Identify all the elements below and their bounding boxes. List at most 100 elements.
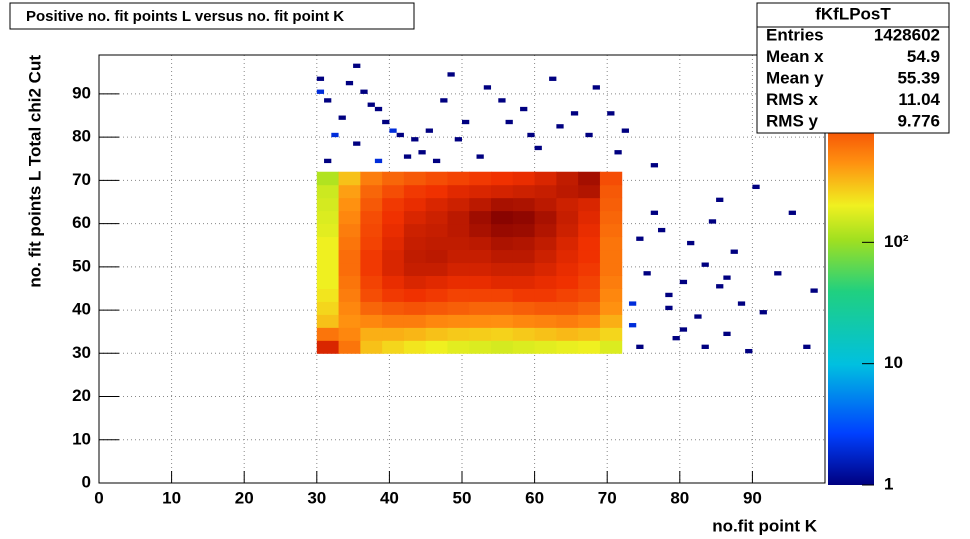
sparse-cell <box>411 137 419 142</box>
heatmap-cell <box>491 171 514 186</box>
heatmap-cell <box>425 236 448 251</box>
sparse-cell <box>432 158 441 164</box>
heatmap-cell <box>360 314 383 328</box>
stats-title: fKfLPosT <box>815 4 891 23</box>
heatmap-cell <box>491 275 514 289</box>
heatmap-cell <box>447 249 470 264</box>
heatmap-cell <box>578 236 601 251</box>
heatmap-cell <box>382 236 405 251</box>
heatmap-cell <box>534 184 557 199</box>
heatmap-cell <box>447 210 470 225</box>
heatmap-cell <box>338 340 361 354</box>
sparse-cell <box>665 305 673 311</box>
heatmap-cell <box>447 197 470 212</box>
heatmap-cell <box>360 340 383 354</box>
heatmap-cell <box>425 197 448 212</box>
heatmap-cell <box>578 197 601 212</box>
sparse-cell <box>483 85 492 90</box>
heatmap-cell <box>491 197 514 212</box>
heatmap-cell <box>382 275 405 289</box>
sparse-cell <box>788 210 796 215</box>
heatmap-cell <box>316 327 340 341</box>
sparse-cell <box>316 76 325 81</box>
heatmap-cell <box>578 223 601 238</box>
y-tick-label: 90 <box>72 83 91 102</box>
heatmap-cell <box>403 288 427 302</box>
heatmap-cell <box>578 301 601 315</box>
sparse-cell <box>723 331 731 337</box>
heatmap-cell <box>316 340 340 354</box>
heatmap-cell <box>534 288 557 302</box>
heatmap-cell <box>360 171 383 186</box>
heatmap-cell <box>403 171 427 186</box>
heatmap-cell <box>316 288 340 302</box>
x-tick-label: 50 <box>453 488 472 507</box>
sparse-cell <box>360 89 368 94</box>
heatmap-cell <box>403 223 427 238</box>
x-axis-label: no.fit point K <box>712 516 818 535</box>
heatmap-cell <box>316 249 340 264</box>
heatmap-cell <box>316 301 340 315</box>
sparse-cell <box>353 63 361 68</box>
heatmap-cell <box>556 275 579 289</box>
heatmap-cell <box>382 184 405 199</box>
heatmap-cell <box>512 171 536 186</box>
heatmap-cell <box>382 340 405 354</box>
heatmap-cell <box>447 184 470 199</box>
heatmap-cell <box>491 288 514 302</box>
sparse-cell <box>708 219 717 224</box>
heatmap-cell <box>469 301 492 315</box>
heatmap-cell <box>534 327 557 341</box>
heatmap-cell <box>447 340 470 354</box>
heatmap-cell <box>556 327 579 341</box>
sparse-cell <box>556 124 564 129</box>
heatmap-cell <box>447 314 470 328</box>
heatmap-cell <box>360 184 383 199</box>
heatmap-cell <box>360 197 383 212</box>
heatmap-cell <box>599 262 623 276</box>
sparse-cell <box>628 323 637 328</box>
heatmap-cell <box>512 184 536 199</box>
heatmap-cell <box>491 327 514 341</box>
heatmap-cell <box>534 275 557 289</box>
x-tick-label: 0 <box>94 488 103 507</box>
heatmap-cell <box>512 340 536 354</box>
sparse-cell <box>505 119 513 125</box>
sparse-cell <box>650 163 659 168</box>
sparse-cell <box>549 76 557 81</box>
heatmap-cell <box>382 314 405 328</box>
heatmap-cell <box>403 184 427 199</box>
sparse-cell <box>752 184 760 190</box>
x-tick-label: 90 <box>743 488 762 507</box>
sparse-cell <box>730 249 738 254</box>
heatmap-cell <box>534 262 557 276</box>
sparse-cell <box>810 288 818 293</box>
title-box <box>9 2 415 30</box>
heatmap-cell <box>578 314 601 328</box>
stats-value: 11.04 <box>898 90 940 109</box>
heatmap-cell <box>382 171 405 186</box>
y-tick-label: 30 <box>72 343 91 362</box>
heatmap-cell <box>360 275 383 289</box>
heatmap-cell <box>556 210 579 225</box>
heatmap-cell <box>491 184 514 199</box>
sparse-cell <box>592 85 600 90</box>
stats-label: Mean x <box>766 47 824 66</box>
heatmap-cell <box>338 223 361 238</box>
sparse-cell <box>759 310 767 315</box>
heatmap-cell <box>599 210 623 225</box>
heatmap-cell <box>556 301 579 315</box>
sparse-cell <box>658 227 666 233</box>
sparse-cell <box>679 279 688 285</box>
heatmap-cell <box>599 184 623 199</box>
heatmap-cell <box>534 171 557 186</box>
heatmap-cell <box>447 171 470 186</box>
heatmap-cell <box>403 275 427 289</box>
sparse-cell <box>701 344 709 349</box>
heatmap-cell <box>491 262 514 276</box>
heatmap-cell <box>556 197 579 212</box>
sparse-cell <box>403 154 412 159</box>
heatmap-cell <box>403 249 427 264</box>
sparse-cell <box>520 106 528 112</box>
heatmap-cell <box>403 340 427 354</box>
